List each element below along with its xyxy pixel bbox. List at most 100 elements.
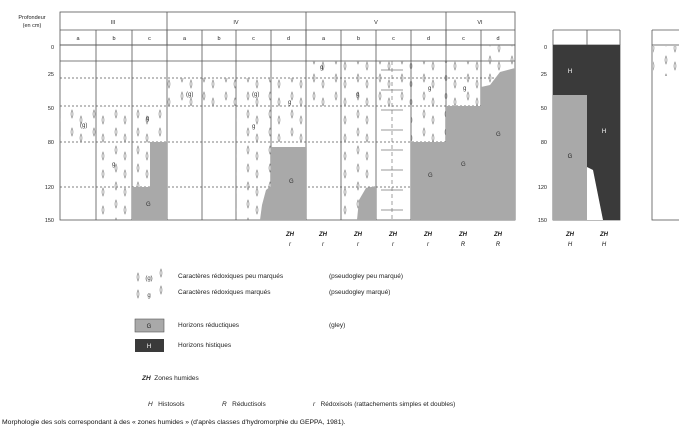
legend-label: Horizons histiques: [178, 342, 232, 349]
zh-label-0: ZH: [285, 232, 295, 238]
zh-right-label-0: ZH: [565, 232, 575, 238]
svg-text:G: G: [428, 173, 433, 179]
zh-sub-1: r: [322, 242, 325, 248]
zh-label-3: ZH: [388, 232, 398, 238]
legend-paren-g-faint: (pseudogley peu marqué): [329, 273, 404, 280]
sub-letter-7: a: [322, 36, 326, 42]
histosol-depth-tick-25: 25: [541, 72, 547, 78]
histosol-depth-tick-120: 120: [538, 185, 547, 191]
legend-paren-gley: (gley): [329, 322, 346, 329]
histosol-depth-tick-50: 50: [541, 106, 547, 112]
svg-text:g: g: [288, 100, 291, 106]
svg-text:g: g: [463, 86, 466, 92]
svg-text:(g): (g): [186, 92, 193, 98]
sub-letter-0: a: [76, 36, 80, 42]
sub-letter-1: b: [112, 36, 115, 42]
abbrev-redoxisols: r Rédoxisols (rattachements simples et d…: [313, 401, 456, 408]
horizon-symbol-labels: (g) g g G (g) (g) g g G g g g G g G G: [80, 65, 501, 208]
svg-text:g: g: [320, 65, 323, 71]
zh-label-5: ZH: [458, 232, 468, 238]
svg-text:G: G: [146, 202, 151, 208]
svg-text:G: G: [147, 324, 152, 330]
depth-tick-150: 150: [45, 218, 54, 224]
histosol-depth-tick-150: 150: [538, 218, 547, 224]
header-labels: Profondeur (en cm) III IV V VI: [18, 15, 483, 29]
depth-tick-50: 50: [48, 106, 54, 112]
figure-caption: Morphologie des sols correspondant à des…: [2, 419, 346, 426]
zh-sub-2: r: [357, 242, 360, 248]
depth-tick-0: 0: [51, 45, 54, 51]
svg-text:H: H: [147, 344, 151, 350]
abbrev-histosols: H Histosols: [148, 401, 185, 408]
zh-right-sub-1: H: [602, 242, 607, 248]
zh-sub-0: r: [289, 242, 292, 248]
sub-letter-11: c: [462, 36, 465, 42]
legend-symbol-g: g: [136, 285, 163, 299]
zh-sub-5: R: [461, 242, 466, 248]
sub-letter-4: b: [217, 36, 220, 42]
histosol-depth-axis: 0 25 50 80 120 150: [538, 45, 547, 224]
class-V: V: [374, 20, 378, 26]
horizon-fills: [60, 45, 515, 220]
sub-letter-3: a: [183, 36, 187, 42]
zh-label-2: ZH: [353, 232, 363, 238]
depth-axis: 0 25 50 80 120 150: [45, 45, 54, 224]
depth-tick-25: 25: [48, 72, 54, 78]
zh-label: Zones humides: [154, 375, 199, 382]
class-IV: IV: [233, 20, 239, 26]
svg-text:g: g: [356, 92, 359, 98]
svg-text:(g): (g): [80, 123, 87, 129]
dashed-column: [381, 61, 403, 220]
histosol-depth-tick-0: 0: [544, 45, 547, 51]
sub-letter-6: d: [287, 36, 290, 42]
histosol-block: H H G: [552, 29, 621, 221]
legend-label: Caractères rédoxiques marqués: [178, 289, 271, 296]
class-VI: VI: [477, 20, 483, 26]
depth-title-unit: (en cm): [23, 23, 42, 29]
zh-sub-3: r: [392, 242, 395, 248]
sub-letter-12: d: [496, 36, 499, 42]
legend-swatch-gley: [134, 318, 165, 333]
zh-sub-6: R: [496, 242, 501, 248]
legend-item-gley: Horizons réductiques: [178, 322, 239, 329]
class-III: III: [111, 20, 116, 26]
svg-text:g: g: [428, 86, 431, 92]
svg-text:G: G: [289, 179, 294, 185]
histosol-depth-tick-80: 80: [541, 140, 547, 146]
sub-letter-2: c: [148, 36, 151, 42]
legend-item-histic: Horizons histiques: [178, 342, 231, 349]
svg-text:(g): (g): [145, 276, 152, 282]
zh-label-1: ZH: [318, 232, 328, 238]
depth-title: Profondeur: [18, 15, 45, 21]
depth-tick-80: 80: [48, 140, 54, 146]
zh-row: ZH r ZH r ZH r ZH r ZH r ZH R ZH R ZH H ZH H: [285, 232, 609, 248]
legend-label: Caractères rédoxiques peu marqués: [178, 273, 284, 280]
zh-sub-4: r: [427, 242, 430, 248]
svg-text:(g): (g): [252, 92, 259, 98]
svg-text:H: H: [568, 69, 572, 75]
svg-text:G: G: [461, 162, 466, 168]
legend-paren-g: (pseudogley marqué): [329, 289, 391, 296]
legend-item-g-faint: Caractères rédoxiques peu marqués: [178, 273, 283, 280]
zh-code: ZH: [142, 375, 151, 382]
sub-letter-10: d: [427, 36, 430, 42]
legend-swatches: (g) g G H: [134, 268, 165, 352]
legend-swatch-histic: [135, 339, 164, 352]
svg-text:g: g: [252, 124, 255, 130]
zh-right-sub-0: H: [568, 242, 573, 248]
depth-tick-120: 120: [45, 185, 54, 191]
zh-label-6: ZH: [493, 232, 503, 238]
svg-text:g: g: [112, 162, 115, 168]
legend-symbol-g-faint: (g): [136, 268, 163, 282]
sub-letter-8: b: [357, 36, 360, 42]
svg-text:H: H: [602, 129, 606, 135]
legend-zh-definition: ZH Zones humides: [142, 375, 199, 382]
sub-letter-9: c: [392, 36, 395, 42]
partial-block: [651, 29, 679, 221]
zh-right-label-1: ZH: [599, 232, 609, 238]
svg-text:G: G: [568, 154, 573, 160]
abbrev-reductisols: R Réductisols: [222, 401, 266, 408]
svg-text:g: g: [146, 116, 149, 122]
